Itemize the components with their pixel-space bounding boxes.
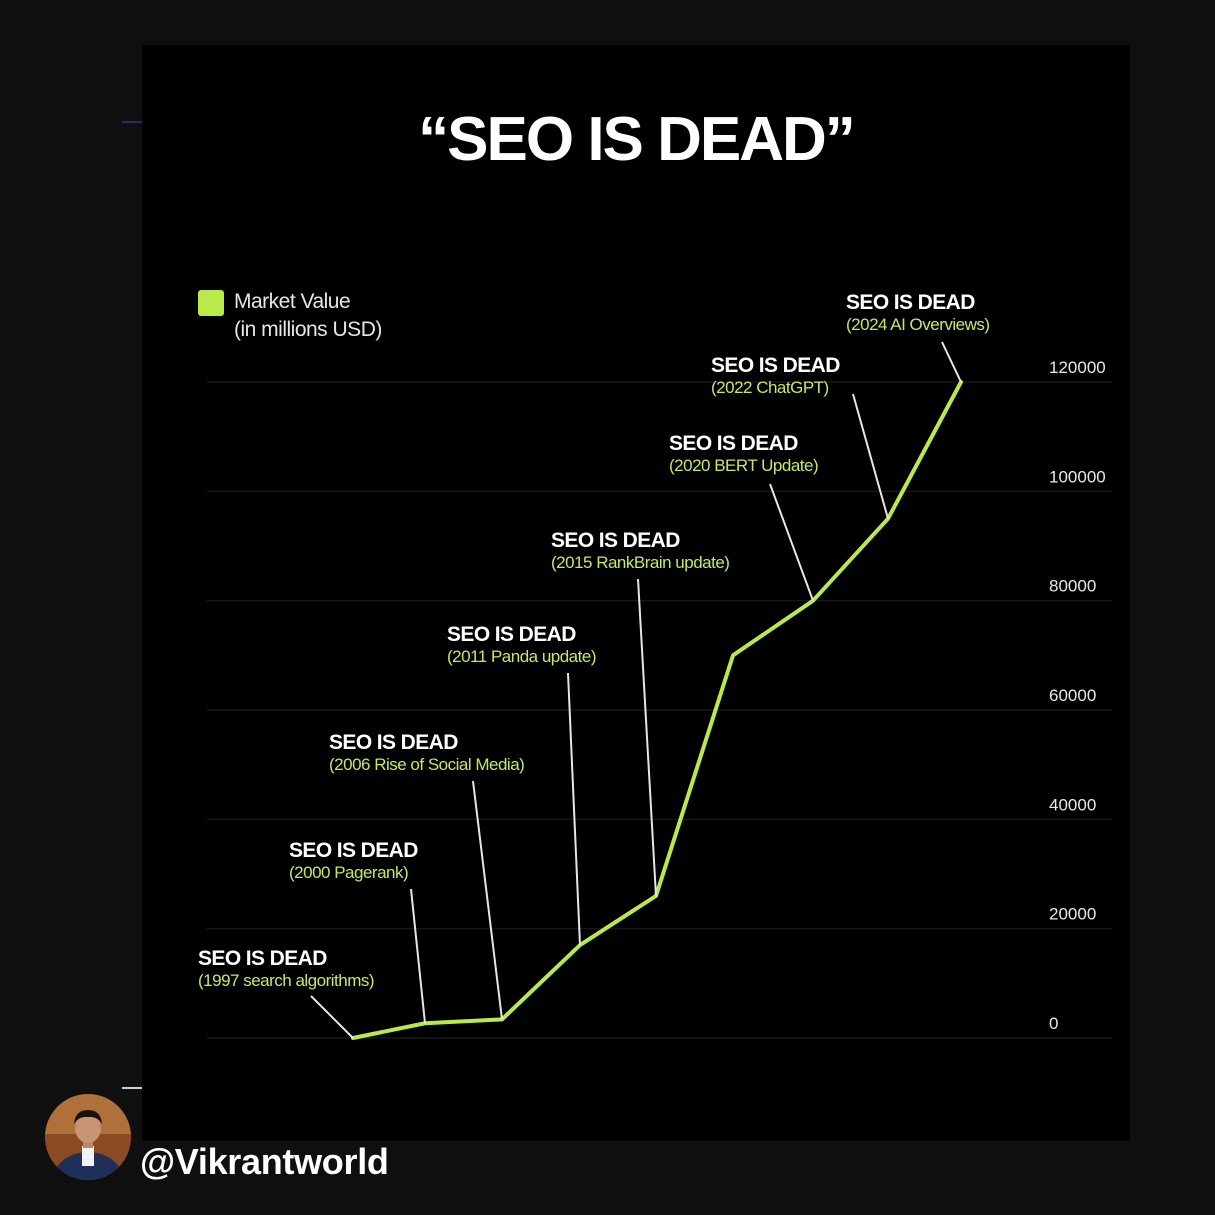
annotation-title: SEO IS DEAD bbox=[289, 839, 418, 862]
y-tick-label: 20000 bbox=[1049, 905, 1096, 924]
y-tick-label: 80000 bbox=[1049, 577, 1096, 596]
y-tick-label: 120000 bbox=[1049, 358, 1106, 377]
annotation-leader-line bbox=[310, 995, 354, 1039]
decorative-line-bottom bbox=[122, 1087, 142, 1089]
annotation-title: SEO IS DEAD bbox=[551, 529, 680, 552]
annotation-subtitle: (2022 ChatGPT) bbox=[711, 378, 829, 397]
data-point bbox=[731, 653, 735, 657]
annotation-title: SEO IS DEAD bbox=[447, 623, 576, 646]
legend-unit: (in millions USD) bbox=[234, 318, 382, 341]
annotation-subtitle: (2024 AI Overviews) bbox=[846, 315, 990, 334]
annotation-title: SEO IS DEAD bbox=[669, 432, 798, 455]
annotation-subtitle: (1997 search algorithms) bbox=[198, 971, 374, 990]
annotation-subtitle: (2011 Panda update) bbox=[447, 647, 596, 666]
annotation-leader-line bbox=[941, 341, 962, 383]
avatar[interactable] bbox=[45, 1094, 131, 1180]
annotation-leader-line bbox=[567, 672, 581, 946]
y-tick-label: 60000 bbox=[1049, 686, 1096, 705]
chart-panel bbox=[142, 45, 1130, 1141]
annotation-subtitle: (2006 Rise of Social Media) bbox=[329, 755, 524, 774]
annotation-title: SEO IS DEAD bbox=[846, 291, 975, 314]
chart-title: “SEO IS DEAD” bbox=[418, 105, 856, 174]
annotation-title: SEO IS DEAD bbox=[711, 354, 840, 377]
annotation-leader-line bbox=[637, 578, 657, 896]
y-tick-label: 0 bbox=[1049, 1014, 1058, 1033]
annotation-subtitle: (2015 RankBrain update) bbox=[551, 553, 729, 572]
legend-swatch bbox=[198, 290, 224, 316]
annotation-subtitle: (2000 Pagerank) bbox=[289, 863, 408, 882]
annotation-title: SEO IS DEAD bbox=[198, 947, 327, 970]
annotation-leader-line bbox=[769, 483, 814, 602]
author-handle[interactable]: @Vikrantworld bbox=[140, 1141, 389, 1182]
annotation-title: SEO IS DEAD bbox=[329, 731, 458, 754]
annotation-leader-line bbox=[472, 780, 503, 1020]
legend-label: Market Value bbox=[234, 290, 351, 313]
y-tick-label: 40000 bbox=[1049, 795, 1096, 814]
annotation-leader-line bbox=[852, 393, 889, 519]
annotation-leader-line bbox=[410, 888, 426, 1024]
y-tick-label: 100000 bbox=[1049, 467, 1106, 486]
decorative-line-top bbox=[122, 121, 142, 123]
annotation-subtitle: (2020 BERT Update) bbox=[669, 456, 818, 475]
